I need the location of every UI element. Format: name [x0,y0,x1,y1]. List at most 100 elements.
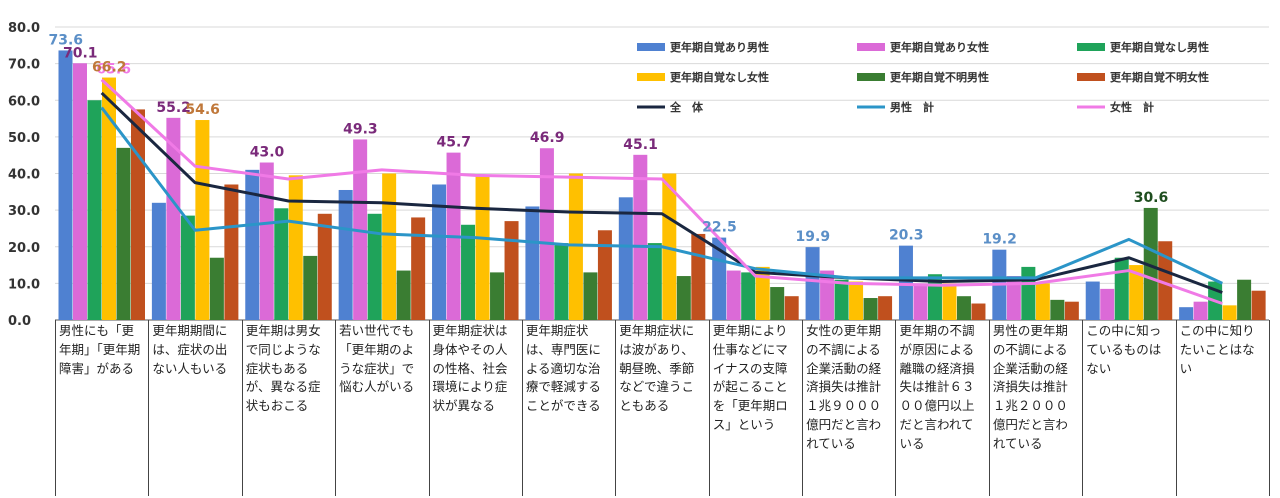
bar [539,148,554,320]
y-tick-label: 40.0 [8,168,40,183]
bar [849,281,864,320]
bar [878,296,893,320]
bar [504,221,519,320]
bar [209,257,224,320]
y-tick-label: 30.0 [8,204,40,219]
legend-label: 更年期自覚なし男性 [1110,40,1209,54]
bar [755,266,770,320]
bar [805,247,820,320]
legend-label: 更年期自覚なし女性 [670,70,769,84]
y-tick-label: 80.0 [8,21,40,36]
bar [525,206,540,320]
bar [1129,265,1144,320]
bar [1143,207,1158,320]
bar [224,184,239,320]
bar [583,272,598,320]
bar [166,117,181,320]
bar [662,173,677,320]
x-tick-label: この中に知っているものはない [1083,320,1177,496]
bar [73,63,87,320]
bar [1179,307,1194,320]
x-tick-label: 更年期期間には、症状の出ない人もいる [149,320,243,496]
x-tick-label: この中に知りたいことはない [1177,320,1270,496]
x-tick-label: 男性の更年期の不調による企業活動の経済損失は推計１兆２０００億円だと言われている [990,320,1084,496]
bar [288,175,303,320]
bar [741,272,756,320]
series-line [100,106,1223,285]
y-tick-label: 10.0 [8,277,40,292]
bar [834,279,849,320]
data-label: 19.9 [796,229,831,245]
bar [956,296,971,320]
bar [338,189,353,320]
bar [676,276,691,320]
bar [863,298,878,320]
bar [303,255,318,320]
data-label: 30.6 [1134,190,1169,206]
bar [87,100,102,320]
bar [597,230,612,320]
legend-swatch [1077,43,1105,51]
bar [971,303,986,320]
bar [245,169,260,320]
bar [691,233,706,320]
bar [180,215,195,320]
y-tick-label: 20.0 [8,241,40,256]
data-label: 22.5 [702,220,737,236]
data-label: 20.3 [889,228,924,244]
series-line [100,91,1223,294]
legend-swatch [857,73,885,81]
bar [1158,241,1173,320]
bar [726,270,741,320]
bar [633,154,648,320]
data-label: 45.1 [623,137,658,153]
bar [396,270,411,320]
bar [1114,257,1129,320]
data-label: 43.0 [250,145,285,161]
bar [490,272,505,320]
x-tick-label: 更年期症状は身体やその人の性格、社会環境により症状が異なる [430,320,523,496]
data-label: 66.2 [92,60,127,76]
x-tick-label: 更年期の不調が原因による離職の経済損失は推計６３００億円以上だと言われている [896,320,990,496]
legend-label: 全 体 [669,100,704,114]
bar [432,184,447,320]
bar [1050,299,1065,320]
bar [784,296,799,320]
bar [461,224,476,320]
bar [58,50,73,320]
data-label: 55.2 [156,100,191,116]
legend-label: 女性 計 [1110,100,1154,114]
bar [913,285,928,320]
category-labels: 男性にも「更年期」「更年期障害」がある 更年期期間には、症状の出ない人もいる 更年期… [55,320,1270,496]
x-tick-label: 更年期症状は、専門医による適切な治療で軽減することができる [523,320,617,496]
legend-swatch [1077,73,1105,81]
bar [382,173,397,320]
legend-label: 更年期自覚あり男性 [670,40,769,54]
data-label: 73.6 [48,32,83,48]
bar [898,245,913,320]
bar [1237,279,1252,320]
data-label: 49.3 [343,121,378,137]
legend-swatch [637,73,665,81]
bar [554,243,569,320]
data-label: 46.9 [530,130,565,146]
bar [195,120,210,320]
bar [411,217,426,320]
lines [100,78,1223,305]
data-label: 45.7 [437,135,472,151]
legend-label: 更年期自覚不明女性 [1110,70,1209,84]
bar [1085,281,1100,320]
bar [568,173,583,320]
x-tick-label: 男性にも「更年期」「更年期障害」がある [56,320,150,496]
bar [259,162,274,320]
bar [1222,305,1237,320]
legend-label: 更年期自覚あり女性 [890,40,989,54]
bar [151,202,166,320]
x-tick-label: 女性の更年期の不調による企業活動の経済損失は推計１兆９０００億円だと言われている [803,320,897,496]
bar [367,213,382,320]
bar [274,208,289,320]
data-label: 19.2 [982,232,1017,248]
legend-label: 男性 計 [890,100,934,114]
